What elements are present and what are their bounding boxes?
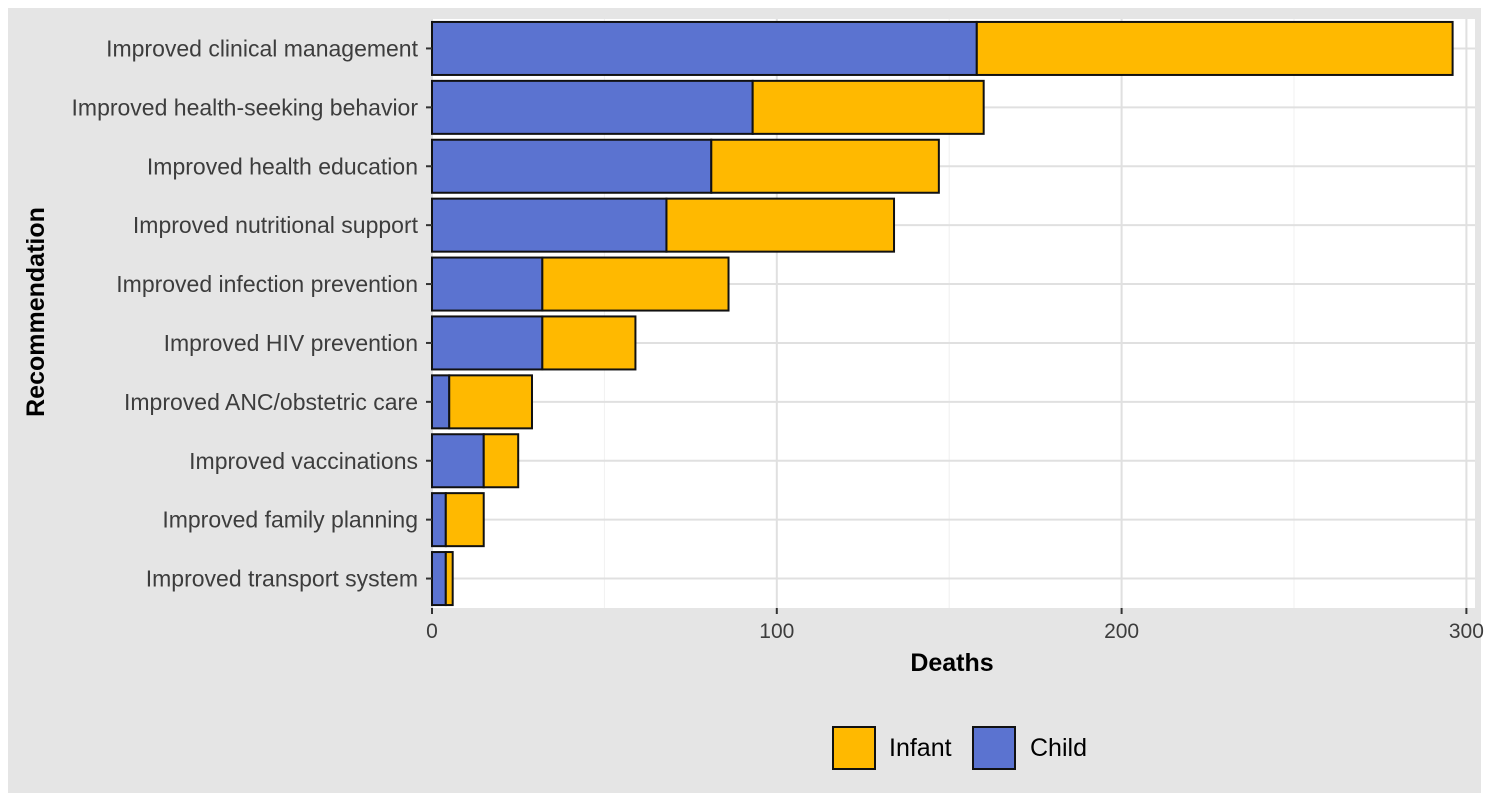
category-label: Improved ANC/obstetric care: [124, 389, 418, 415]
category-label: Improved transport system: [146, 566, 418, 592]
category-label: Improved health-seeking behavior: [72, 94, 419, 120]
bar-child-8: [431, 433, 485, 489]
bar-infant-2: [751, 79, 985, 135]
bar-infant-10: [444, 551, 454, 607]
category-label: Improved infection prevention: [116, 271, 418, 297]
x-tick-label: 100: [759, 620, 794, 643]
bar-child-10: [431, 551, 447, 607]
bar-infant-3: [710, 138, 940, 194]
bar-child-5: [431, 256, 544, 312]
bars: [431, 20, 1454, 607]
legend-key-child: [972, 726, 1016, 770]
bar-child-7: [431, 374, 451, 430]
x-tick-label: 300: [1449, 620, 1484, 643]
bar-infant-7: [448, 374, 533, 430]
legend: Infant Child: [832, 726, 1087, 770]
legend-label-infant: Infant: [889, 734, 952, 762]
bar-child-9: [431, 492, 447, 548]
x-tick-label: 200: [1104, 620, 1139, 643]
y-axis-title: Recommendation: [22, 207, 50, 417]
category-label: Improved HIV prevention: [164, 330, 418, 356]
category-label: Improved clinical management: [106, 35, 419, 61]
category-label: Improved vaccinations: [189, 448, 418, 474]
bar-infant-4: [665, 197, 896, 253]
legend-label-child: Child: [1030, 734, 1087, 762]
bar-child-6: [431, 315, 544, 371]
legend-key-infant: [832, 726, 876, 770]
bar-child-2: [431, 79, 754, 135]
x-axis-title: Deaths: [910, 649, 993, 677]
bar-infant-5: [541, 256, 730, 312]
axes: Improved clinical management Improved hea…: [72, 35, 1484, 643]
bar-infant-6: [541, 315, 637, 371]
bar-infant-9: [444, 492, 485, 548]
bar-child-3: [431, 138, 713, 194]
category-label: Improved family planning: [162, 507, 418, 533]
category-label: Improved health education: [147, 153, 418, 179]
x-tick-label: 0: [426, 620, 438, 643]
bar-child-4: [431, 197, 668, 253]
bar-child-1: [431, 20, 978, 76]
bar-infant-1: [975, 20, 1454, 76]
category-label: Improved nutritional support: [133, 212, 419, 238]
bar-infant-8: [482, 433, 520, 489]
